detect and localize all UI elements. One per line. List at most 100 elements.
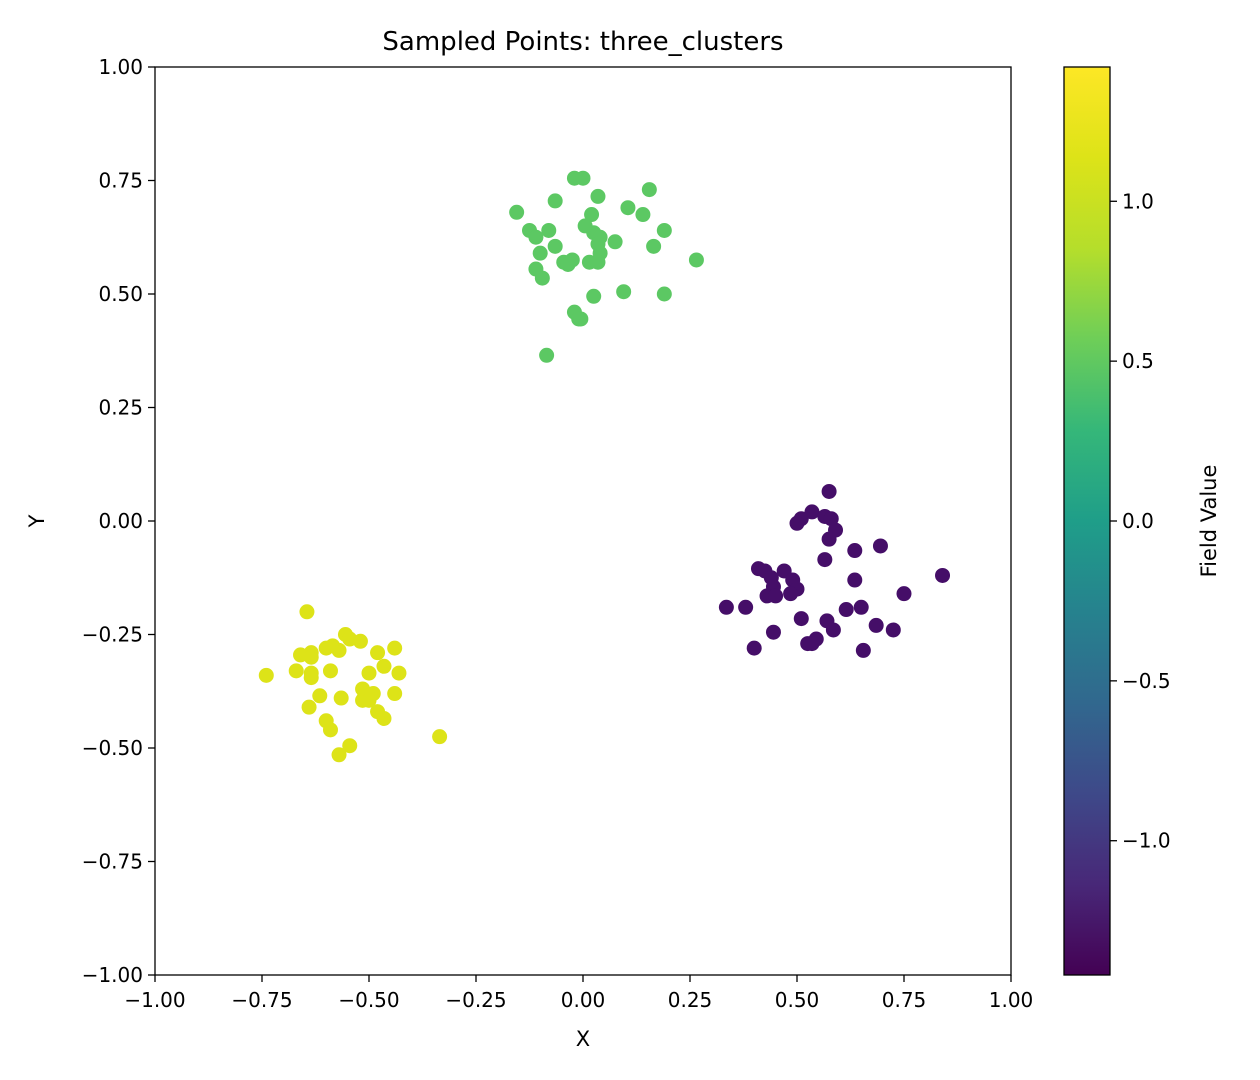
- y-axis-label: Y: [25, 514, 49, 528]
- data-point: [573, 311, 589, 327]
- colorbar-tick-label: 1.0: [1122, 189, 1154, 213]
- data-point: [509, 204, 525, 220]
- colorbar-tick-label: 0.5: [1122, 349, 1154, 373]
- data-point: [853, 599, 869, 615]
- data-point: [590, 188, 606, 204]
- data-point: [872, 538, 888, 554]
- data-point: [718, 599, 734, 615]
- data-point: [318, 640, 334, 656]
- data-point: [331, 747, 347, 763]
- data-point: [804, 636, 820, 652]
- data-point: [575, 170, 591, 186]
- y-tick-label: 0.00: [98, 509, 143, 533]
- colorbar-tick-label: 0.0: [1122, 509, 1154, 533]
- data-point: [361, 692, 377, 708]
- data-point: [539, 347, 555, 363]
- data-point: [817, 552, 833, 568]
- data-point: [646, 238, 662, 254]
- x-tick-label: −0.50: [338, 988, 399, 1012]
- data-point: [768, 588, 784, 604]
- data-point: [635, 207, 651, 223]
- data-point: [847, 543, 863, 559]
- data-point: [688, 252, 704, 268]
- data-point: [821, 483, 837, 499]
- data-point: [361, 665, 377, 681]
- data-point: [783, 586, 799, 602]
- data-point: [738, 599, 754, 615]
- x-tick-label: −0.75: [231, 988, 292, 1012]
- colorbar-label: Field Value: [1197, 465, 1221, 578]
- data-point: [547, 238, 563, 254]
- data-point: [387, 640, 403, 656]
- plot-frame: [154, 66, 1012, 976]
- x-tick-label: 0.00: [561, 988, 606, 1012]
- data-point: [331, 642, 347, 658]
- data-point: [432, 729, 448, 745]
- y-tick-label: −0.75: [82, 850, 143, 874]
- data-point: [303, 649, 319, 665]
- data-point: [847, 572, 863, 588]
- x-tick-label: −0.25: [445, 988, 506, 1012]
- data-point: [586, 288, 602, 304]
- y-tick-label: −1.00: [82, 963, 143, 987]
- data-point: [868, 617, 884, 633]
- data-point: [616, 284, 632, 300]
- data-point: [584, 207, 600, 223]
- data-point: [547, 193, 563, 209]
- y-tick-label: −0.25: [82, 623, 143, 647]
- x-tick-label: 0.25: [668, 988, 713, 1012]
- data-point: [793, 611, 809, 627]
- data-point: [789, 515, 805, 531]
- data-point: [855, 642, 871, 658]
- colorbar-ticks: −1.0 −0.5 0.0 0.5 1.0: [1110, 189, 1171, 853]
- y-tick-label: 1.00: [98, 55, 143, 79]
- y-tick-label: 0.50: [98, 282, 143, 306]
- points-layer: [258, 170, 951, 763]
- data-point: [935, 567, 951, 583]
- data-point: [528, 229, 544, 245]
- data-point: [838, 602, 854, 618]
- data-point: [825, 622, 841, 638]
- data-point: [322, 722, 338, 738]
- x-tick-label: 0.75: [882, 988, 927, 1012]
- colorbar: [1063, 66, 1111, 976]
- data-point: [560, 256, 576, 272]
- data-point: [804, 504, 820, 520]
- data-point: [322, 663, 338, 679]
- data-point: [303, 670, 319, 686]
- data-point: [656, 286, 672, 302]
- data-point: [607, 234, 623, 250]
- y-tick-label: 0.75: [98, 169, 143, 193]
- x-axis: −1.00 −0.75 −0.50 −0.25 0.00 0.25 0.50 0.75 1.00: [124, 975, 1033, 1012]
- data-point: [746, 640, 762, 656]
- y-tick-label: 0.25: [98, 396, 143, 420]
- x-tick-label: −1.00: [124, 988, 185, 1012]
- data-point: [387, 686, 403, 702]
- data-point: [299, 604, 315, 620]
- colorbar-tick-label: −1.0: [1122, 829, 1171, 853]
- data-point: [577, 218, 593, 234]
- data-point: [333, 690, 349, 706]
- data-point: [896, 586, 912, 602]
- data-point: [288, 663, 304, 679]
- data-point: [885, 622, 901, 638]
- data-point: [821, 531, 837, 547]
- data-point: [342, 738, 358, 754]
- data-point: [370, 645, 386, 661]
- data-point: [823, 511, 839, 527]
- data-point: [765, 624, 781, 640]
- data-point: [301, 699, 317, 715]
- colorbar-tick-label: −0.5: [1122, 669, 1171, 693]
- data-point: [656, 222, 672, 238]
- data-point: [376, 658, 392, 674]
- y-tick-label: −0.50: [82, 736, 143, 760]
- data-point: [376, 710, 392, 726]
- data-point: [590, 254, 606, 270]
- y-axis: −1.00 −0.75 −0.50 −0.25 0.00 0.25 0.50 0.75 1.00: [82, 55, 155, 987]
- data-point: [258, 667, 274, 683]
- data-point: [532, 245, 548, 261]
- data-point: [312, 688, 328, 704]
- x-tick-label: 0.50: [775, 988, 820, 1012]
- chart-title: Sampled Points: three_clusters: [382, 27, 783, 57]
